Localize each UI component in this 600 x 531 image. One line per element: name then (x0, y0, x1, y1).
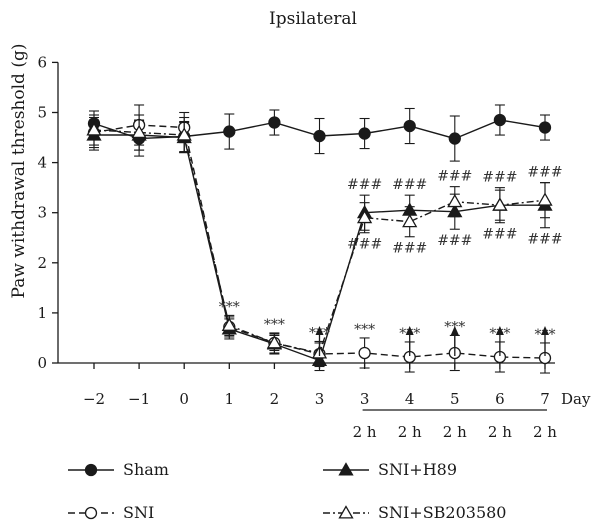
data-point (448, 132, 461, 145)
chart-title: Ipsilateral (269, 9, 357, 29)
y-axis-label: Paw withdrawal threshold (g) (9, 44, 29, 299)
x-tick-label: 1 (225, 390, 235, 408)
data-point (268, 116, 281, 129)
axes: 0 1 2 3 4 5 6 −2 −1 0 1 2 3 3 4 5 6 7 2 h 2 h 2 h 2 h 2 h (37, 53, 557, 441)
data-point (493, 113, 507, 127)
sig-label-high-upper: ### (392, 177, 427, 193)
treatment-arrow-head (495, 326, 504, 335)
sig-label-high-lower: ### (482, 227, 517, 243)
x-tick-label: 3 (360, 390, 370, 408)
x-sublabel: 2 h (488, 423, 512, 441)
y-tick-label: 4 (37, 154, 47, 172)
y-tick-label: 5 (37, 104, 47, 122)
x-tick-label: 3 (315, 390, 325, 408)
sig-label-high-lower: ### (392, 241, 427, 257)
series-line (93, 124, 546, 359)
y-tick-label: 1 (37, 304, 47, 322)
legend-label: SNI+SB203580 (378, 503, 506, 522)
data-point (492, 197, 508, 211)
legend-label: Sham (123, 460, 169, 479)
legend-item: SNI+SB203580 (323, 503, 506, 522)
legend-label: SNI+H89 (378, 460, 457, 479)
data-point (84, 506, 98, 520)
x-sublabel: 2 h (443, 423, 467, 441)
data-point (84, 463, 98, 477)
data-point (538, 121, 552, 134)
sig-label-low: *** (219, 299, 240, 315)
legend-item: SNI (68, 503, 154, 522)
sig-label-high-upper: ### (527, 165, 562, 181)
data-point (447, 193, 463, 208)
data-point (86, 122, 102, 136)
x-tick-label: 4 (405, 390, 415, 408)
x-sublabel: 2 h (398, 423, 422, 441)
legend-label: SNI (123, 503, 154, 522)
legend-item: SNI+H89 (323, 460, 457, 479)
x-sublabel: 2 h (533, 423, 557, 441)
series-line (93, 129, 546, 354)
y-tick-label: 0 (37, 354, 47, 372)
x-tick-label: 0 (179, 390, 189, 408)
y-tick-label: 6 (37, 53, 47, 71)
sig-label-high-upper: ### (347, 177, 382, 193)
data-point (358, 127, 371, 140)
x-tick-label: 2 (270, 390, 280, 408)
data-point (223, 125, 236, 138)
x-sublabel: 2 h (353, 423, 377, 441)
sig-label-high-upper: ### (437, 169, 472, 185)
data-point (537, 192, 553, 206)
data-point (221, 317, 237, 331)
sig-label-high-upper: ### (482, 170, 517, 186)
data-point (131, 124, 147, 139)
treatment-arrow-head (541, 326, 549, 335)
legend-item: Sham (68, 460, 169, 479)
x-tick-label: 6 (495, 390, 505, 408)
x-tick-label: −2 (83, 390, 105, 408)
sig-label-high-lower: ### (527, 232, 562, 248)
y-tick-label: 3 (37, 204, 47, 222)
x-tick-label: 7 (540, 390, 550, 408)
data-point (313, 129, 326, 143)
treatment-arrow-head (315, 326, 324, 335)
sig-label-high-lower: ### (347, 237, 382, 253)
data-point (338, 462, 354, 476)
sig-label-high-lower: ### (437, 233, 472, 249)
sig-label-low: *** (354, 322, 375, 338)
data-point (403, 119, 416, 133)
data-point (266, 335, 283, 349)
data-point (338, 505, 354, 519)
y-tick-label: 2 (37, 254, 47, 272)
x-tick-label: −1 (128, 390, 150, 408)
treatment-arrow-head (450, 326, 459, 335)
data-point (402, 213, 418, 228)
treatment-arrow-head (405, 326, 414, 335)
x-axis-label: Day (561, 390, 591, 408)
data-point (176, 127, 192, 141)
sig-label-low: *** (264, 317, 285, 333)
plot-area: ************************################… (86, 104, 563, 374)
x-tick-label: 5 (450, 390, 460, 408)
legend: Sham SNI SNI+H89 SNI+SB203580 (68, 460, 506, 522)
data-point (356, 209, 373, 224)
data-point (358, 346, 371, 360)
